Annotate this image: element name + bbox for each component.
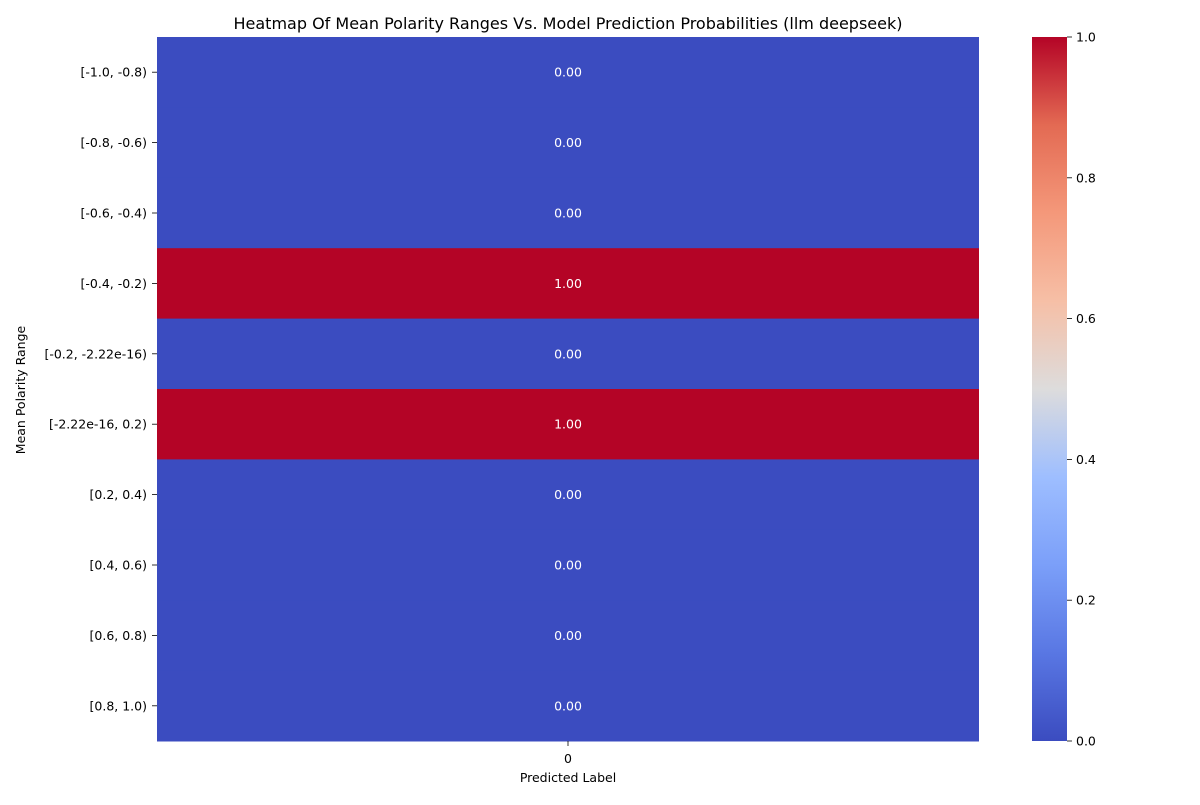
- colorbar-tick-label: 0.4: [1076, 452, 1096, 467]
- heatmap-cell: [157, 600, 979, 672]
- colorbar-tick-label: 0.6: [1076, 311, 1096, 326]
- colorbar-tick-label: 0.0: [1076, 734, 1096, 749]
- y-tick-label: [0.4, 0.6): [90, 558, 147, 573]
- cell-value-label: 0.00: [554, 558, 582, 573]
- y-tick-label: [0.8, 1.0): [90, 698, 147, 713]
- colorbar-tick-label: 1.0: [1076, 30, 1096, 45]
- cell-value-label: 1.00: [554, 276, 582, 291]
- x-axis-label: Predicted Label: [520, 770, 616, 785]
- cell-value-label: 0.00: [554, 206, 582, 221]
- y-tick-label: [0.6, 0.8): [90, 628, 147, 643]
- colorbar: 0.0 0.2 0.4 0.6 0.8 1.0: [1032, 30, 1096, 749]
- colorbar-ticks: 0.0 0.2 0.4 0.6 0.8 1.0: [1067, 30, 1096, 749]
- heatmap-cell: [157, 529, 979, 601]
- y-axis-label: Mean Polarity Range: [13, 325, 28, 454]
- heatmap-cell: [157, 670, 979, 742]
- heatmap-cell: [157, 177, 979, 249]
- cell-value-label: 0.00: [554, 487, 582, 502]
- colorbar-tick-label: 0.8: [1076, 170, 1096, 185]
- x-tick-label: 0: [564, 751, 572, 766]
- cell-value-label: 0.00: [554, 628, 582, 643]
- y-tick-label: [-0.6, -0.4): [81, 206, 147, 221]
- y-tick-label: [-1.0, -0.8): [81, 65, 147, 80]
- heatmap-cell: [157, 37, 979, 108]
- chart-title: Heatmap Of Mean Polarity Ranges Vs. Mode…: [234, 14, 903, 33]
- y-tick-label: [-0.8, -0.6): [81, 135, 147, 150]
- cell-value-label: 0.00: [554, 65, 582, 80]
- cell-value-label: 1.00: [554, 417, 582, 432]
- cell-value-label: 0.00: [554, 135, 582, 150]
- heatmap-cell: [157, 318, 979, 390]
- y-tick-labels: [-1.0, -0.8) [-0.8, -0.6) [-0.6, -0.4) [-0.…: [44, 65, 157, 713]
- y-tick-label: [0.2, 0.4): [90, 487, 147, 502]
- heatmap-cell: [157, 248, 979, 320]
- colorbar-tick-label: 0.2: [1076, 593, 1096, 608]
- cell-value-label: 0.00: [554, 698, 582, 713]
- y-tick-label: [-0.4, -0.2): [81, 276, 147, 291]
- heatmap-cell: [157, 389, 979, 460]
- y-tick-label: [-0.2, -2.22e-16): [44, 346, 147, 361]
- heatmap-cells: 0.00 0.00 0.00 1.00 0.00 1.00 0.00 0.00 0.00 0.00: [157, 37, 979, 742]
- cell-value-label: 0.00: [554, 346, 582, 361]
- heatmap-cell: [157, 107, 979, 179]
- y-tick-label: [-2.22e-16, 0.2): [49, 417, 147, 432]
- x-tick-labels: 0: [564, 741, 572, 766]
- heatmap-cell: [157, 459, 979, 531]
- colorbar-gradient: [1032, 37, 1067, 741]
